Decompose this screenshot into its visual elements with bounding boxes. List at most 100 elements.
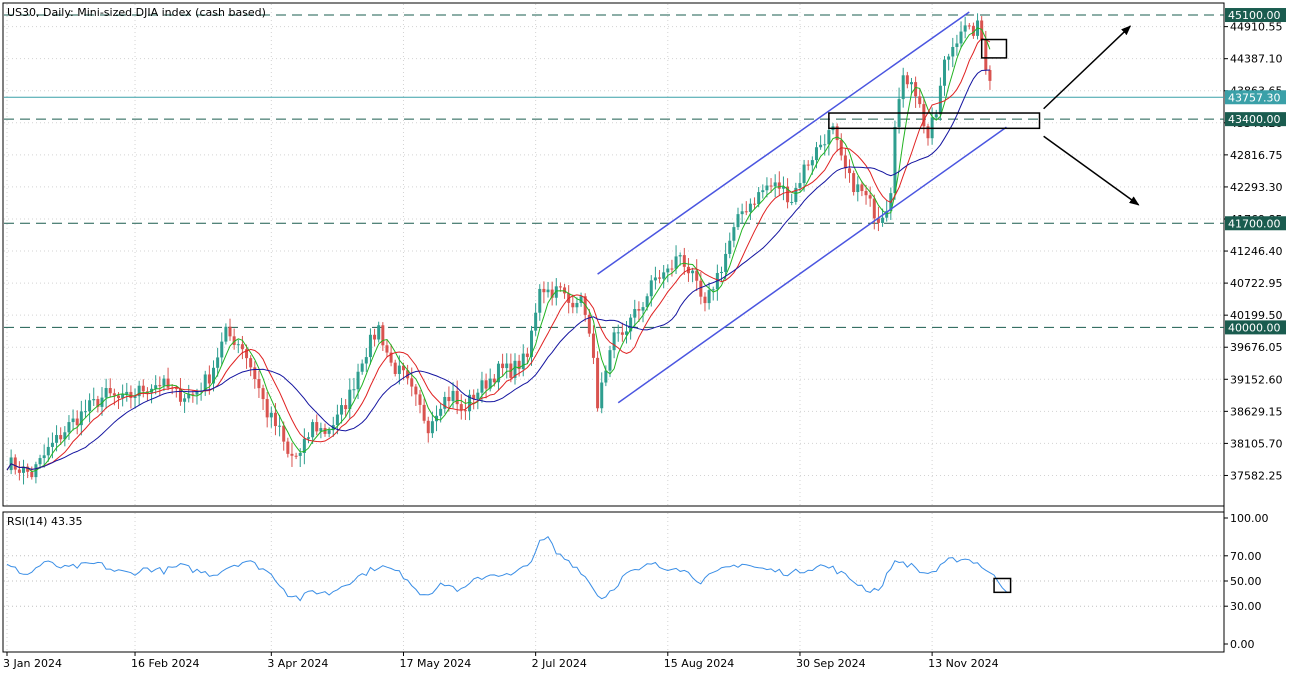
candle-body bbox=[430, 421, 434, 434]
candle-body bbox=[133, 396, 137, 399]
candle-body bbox=[212, 367, 215, 384]
candle-body bbox=[104, 388, 108, 398]
candle-body bbox=[335, 414, 339, 426]
candle-body bbox=[38, 458, 42, 465]
candle-body bbox=[905, 75, 909, 85]
candle-body bbox=[963, 25, 967, 32]
candle-body bbox=[674, 256, 678, 269]
candle-body bbox=[781, 186, 785, 189]
candle-body bbox=[525, 353, 529, 357]
price-tick-label: 38105.70 bbox=[1230, 437, 1283, 450]
candle-body bbox=[71, 418, 75, 423]
candle-body bbox=[344, 405, 348, 410]
candle-body bbox=[348, 389, 352, 410]
level-tag-label: 45100.00 bbox=[1228, 9, 1281, 22]
candle-body bbox=[777, 182, 781, 189]
candle-body bbox=[154, 385, 158, 389]
time-tick-label: 3 Jan 2024 bbox=[3, 657, 62, 670]
candle-body bbox=[699, 280, 703, 297]
candle-body bbox=[596, 357, 600, 409]
candle-body bbox=[682, 255, 686, 267]
candle-body bbox=[517, 360, 521, 370]
candle-body bbox=[600, 382, 604, 409]
candle-body bbox=[542, 288, 546, 293]
candle-body bbox=[563, 287, 567, 294]
candle-body bbox=[575, 302, 579, 308]
candle-body bbox=[67, 422, 71, 433]
candle-body bbox=[893, 126, 897, 194]
candle-body bbox=[298, 452, 302, 456]
level-tag-label-bg bbox=[1225, 216, 1286, 231]
candle-body bbox=[662, 272, 666, 279]
candle-body bbox=[13, 457, 17, 470]
candle-body bbox=[187, 393, 191, 399]
candle-body bbox=[443, 396, 447, 409]
channel-lower-line bbox=[617, 126, 1007, 404]
candle-body bbox=[406, 370, 410, 379]
candle-body bbox=[579, 296, 583, 303]
candle-body bbox=[393, 362, 397, 374]
candle-body bbox=[881, 217, 885, 223]
scenario-up-arrow bbox=[1043, 25, 1132, 110]
candle-body bbox=[835, 126, 839, 141]
candle-body bbox=[311, 422, 315, 438]
candle-body bbox=[666, 268, 670, 273]
candle-body bbox=[604, 370, 608, 383]
candle-body bbox=[162, 378, 166, 386]
candle-body bbox=[971, 25, 975, 36]
candle-body bbox=[794, 187, 798, 202]
candle-body bbox=[459, 404, 463, 411]
candle-body bbox=[918, 96, 922, 105]
level-tag-label-bg bbox=[1225, 8, 1286, 23]
candle-body bbox=[637, 309, 641, 311]
candle-body bbox=[447, 396, 451, 402]
rsi-tick-label: 50.00 bbox=[1230, 575, 1262, 588]
level-tag-label: 43400.00 bbox=[1228, 113, 1281, 126]
candle-body bbox=[620, 332, 624, 335]
candle-body bbox=[236, 344, 240, 346]
candle-body bbox=[100, 397, 104, 407]
candle-body bbox=[195, 391, 199, 395]
candle-body bbox=[695, 270, 699, 281]
price-tick-label: 38629.15 bbox=[1230, 405, 1283, 418]
candle-body bbox=[901, 75, 905, 100]
candle-body bbox=[732, 227, 736, 241]
candle-body bbox=[769, 185, 773, 187]
candle-body bbox=[224, 326, 228, 342]
candle-body bbox=[947, 56, 951, 60]
candle-body bbox=[814, 147, 818, 161]
price-tick-label: 41246.40 bbox=[1230, 245, 1283, 258]
level-tag-label: 40000.00 bbox=[1228, 321, 1281, 334]
candle-body bbox=[129, 391, 133, 399]
candle-body bbox=[852, 173, 856, 193]
candle-body bbox=[472, 394, 476, 399]
candle-body bbox=[864, 191, 868, 196]
candle-body bbox=[757, 192, 761, 205]
candle-body bbox=[439, 408, 443, 416]
candle-body bbox=[265, 399, 269, 418]
candle-body bbox=[753, 203, 757, 205]
rsi-tick-label: 70.00 bbox=[1230, 550, 1262, 563]
price-tick-label: 44910.55 bbox=[1230, 21, 1283, 34]
candle-body bbox=[740, 211, 744, 215]
candle-body bbox=[773, 182, 777, 187]
candle-body bbox=[554, 286, 558, 298]
candle-body bbox=[228, 326, 232, 337]
candle-body bbox=[926, 126, 930, 139]
candle-body bbox=[591, 333, 595, 358]
candle-body bbox=[641, 307, 645, 311]
candle-body bbox=[530, 330, 534, 357]
candle-body bbox=[319, 428, 323, 432]
candle-body bbox=[381, 325, 385, 346]
candle-body bbox=[220, 341, 224, 358]
rsi-tick-label: 100.00 bbox=[1230, 512, 1269, 525]
candle-body bbox=[183, 398, 187, 402]
candle-body bbox=[765, 185, 769, 191]
price-tick-label: 40199.50 bbox=[1230, 309, 1283, 322]
candle-body bbox=[761, 190, 765, 193]
candle-body bbox=[137, 385, 141, 397]
rsi-layer bbox=[4, 535, 1224, 607]
candle-body bbox=[22, 466, 26, 473]
